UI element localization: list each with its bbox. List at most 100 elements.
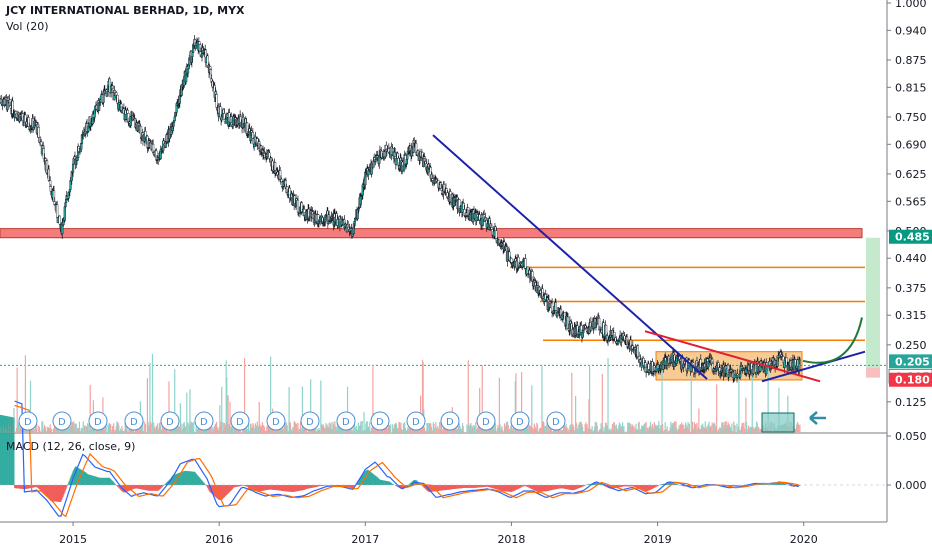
macd-histogram-bar [487, 485, 489, 487]
y-tick-label: 0.565 [895, 195, 927, 208]
macd-histogram-bar [505, 485, 507, 492]
macd-histogram-bar [159, 485, 161, 489]
macd-histogram-bar [148, 485, 150, 491]
volume-bar [324, 427, 326, 433]
macd-histogram-bar [218, 485, 220, 501]
macd-histogram-bar [667, 482, 669, 485]
volume-bar [129, 430, 131, 433]
volume-bar [289, 422, 291, 433]
macd-histogram-bar [642, 485, 644, 491]
macd-histogram-bar [675, 483, 677, 485]
macd-histogram-bar [262, 485, 264, 491]
macd-histogram-bar [554, 485, 556, 490]
macd-histogram-bar [440, 485, 443, 491]
macd-histogram-bar [292, 485, 294, 492]
volume-bar [111, 426, 114, 433]
volume-bar [290, 428, 292, 433]
macd-histogram-bar [270, 485, 272, 490]
volume-bar [596, 425, 598, 433]
macd-histogram-bar [535, 485, 537, 492]
volume-bar [698, 408, 700, 433]
volume-bar [270, 356, 272, 433]
volume-bar [400, 422, 402, 433]
volume-bar [728, 425, 730, 433]
volume-bar [611, 424, 614, 433]
macd-histogram-bar [669, 482, 671, 485]
volume-bar [458, 423, 460, 433]
volume-bar [113, 423, 115, 433]
macd-histogram-bar [503, 485, 505, 492]
macd-histogram-bar [201, 480, 203, 485]
volume-bar [734, 425, 736, 433]
macd-histogram-bar [520, 485, 522, 488]
volume-bar [232, 430, 234, 433]
volume-bar [767, 361, 769, 433]
macd-histogram-bar [504, 485, 506, 492]
macd-histogram-bar [662, 483, 664, 485]
macd-histogram-bar [165, 482, 168, 485]
y-tick-label: 0.125 [895, 396, 927, 409]
macd-histogram-bar [149, 485, 152, 491]
macd-histogram-bar [609, 485, 611, 489]
volume-bar [544, 431, 546, 433]
macd-histogram-bar [547, 485, 549, 491]
volume-bar [508, 428, 511, 433]
volume-bar [424, 431, 426, 433]
volume-bar [725, 421, 727, 433]
macd-histogram-bar [95, 476, 98, 485]
volume-bar [156, 423, 159, 433]
volume-bar [95, 428, 97, 433]
macd-histogram-bar [136, 485, 138, 489]
macd-histogram-bar [219, 485, 221, 501]
macd-histogram-bar [624, 485, 626, 487]
candle-body [495, 230, 498, 239]
volume-bar [121, 425, 123, 433]
volume-bar [740, 429, 742, 433]
volume-bar [349, 427, 351, 433]
volume-bar [623, 425, 625, 433]
volume-bar [608, 429, 610, 433]
macd-histogram-bar [287, 485, 290, 492]
volume-bar [664, 422, 666, 433]
volume-bar [85, 431, 87, 433]
volume-bar [114, 430, 116, 433]
volume-bar [561, 430, 563, 433]
macd-histogram-bar [183, 471, 185, 485]
volume-bar [231, 421, 234, 433]
projection-down-bar [866, 367, 880, 378]
macd-histogram-bar [780, 482, 782, 485]
volume-bar [155, 425, 157, 433]
volume-bar [336, 422, 338, 433]
volume-bar [599, 429, 601, 433]
macd-histogram-bar [467, 485, 469, 488]
volume-bar [144, 423, 147, 433]
macd-histogram-bar [616, 485, 618, 488]
volume-bar [661, 363, 663, 433]
volume-bar [619, 423, 621, 433]
macd-histogram-bar [65, 485, 67, 489]
volume-bar [282, 429, 284, 433]
macd-histogram-bar [616, 485, 619, 488]
macd-histogram-bar [104, 477, 107, 485]
volume-bar [549, 424, 551, 433]
macd-histogram-bar [117, 485, 119, 488]
volume-bar [185, 432, 187, 433]
macd-histogram-bar [33, 485, 35, 488]
volume-bar [649, 425, 651, 433]
volume-bar [617, 429, 619, 433]
macd-histogram-bar [64, 485, 66, 493]
macd-histogram-bar [697, 485, 699, 486]
volume-bar [226, 422, 229, 433]
macd-histogram-bar [556, 485, 558, 489]
volume-bar [565, 423, 567, 433]
volume-bar [533, 423, 535, 433]
volume-bar [159, 422, 161, 433]
macd-histogram-bar [43, 485, 45, 494]
volume-bar [681, 422, 683, 433]
macd-histogram-bar [19, 485, 21, 489]
volume-bar [385, 428, 387, 433]
volume-bar [379, 430, 382, 433]
volume-bar [439, 422, 441, 433]
volume-bar [754, 426, 757, 433]
